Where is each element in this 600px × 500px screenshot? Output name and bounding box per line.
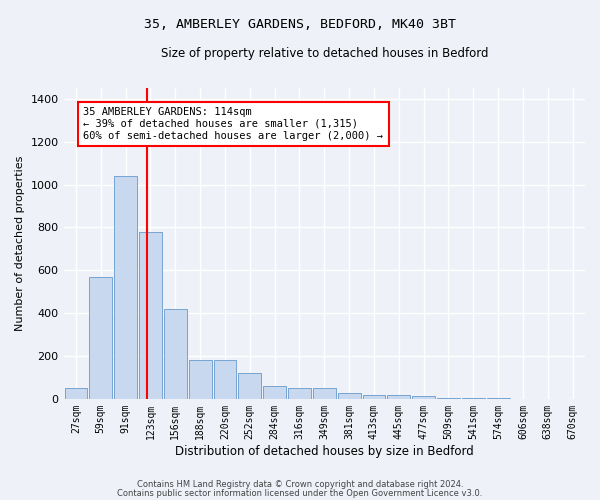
Title: Size of property relative to detached houses in Bedford: Size of property relative to detached ho…: [161, 48, 488, 60]
Y-axis label: Number of detached properties: Number of detached properties: [15, 156, 25, 331]
Bar: [65, 388, 88, 399]
Text: 35 AMBERLEY GARDENS: 114sqm
← 39% of detached houses are smaller (1,315)
60% of : 35 AMBERLEY GARDENS: 114sqm ← 39% of det…: [83, 108, 383, 140]
Bar: [238, 373, 261, 399]
Bar: [139, 232, 162, 399]
X-axis label: Distribution of detached houses by size in Bedford: Distribution of detached houses by size …: [175, 444, 473, 458]
Bar: [164, 309, 187, 399]
Text: 35, AMBERLEY GARDENS, BEDFORD, MK40 3BT: 35, AMBERLEY GARDENS, BEDFORD, MK40 3BT: [144, 18, 456, 30]
Bar: [214, 360, 236, 399]
Bar: [89, 276, 112, 399]
Bar: [263, 386, 286, 399]
Bar: [313, 388, 335, 399]
Bar: [188, 360, 212, 399]
Bar: [114, 176, 137, 399]
Bar: [412, 396, 435, 399]
Text: Contains public sector information licensed under the Open Government Licence v3: Contains public sector information licen…: [118, 489, 482, 498]
Bar: [288, 388, 311, 399]
Bar: [362, 394, 385, 399]
Bar: [437, 398, 460, 399]
Bar: [388, 394, 410, 399]
Text: Contains HM Land Registry data © Crown copyright and database right 2024.: Contains HM Land Registry data © Crown c…: [137, 480, 463, 489]
Bar: [338, 394, 361, 399]
Bar: [462, 398, 485, 399]
